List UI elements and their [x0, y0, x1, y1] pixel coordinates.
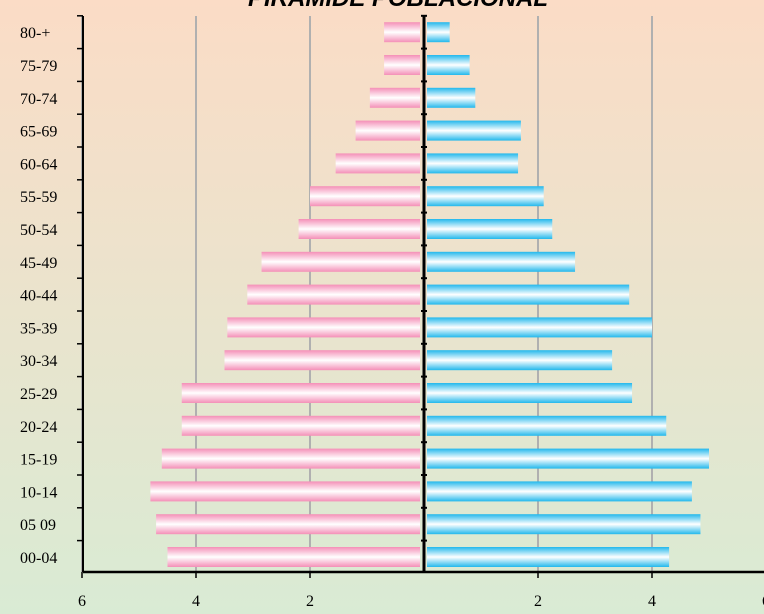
bar-left: [227, 317, 420, 338]
category-label: 15-19: [20, 452, 57, 469]
bar-right: [427, 87, 476, 108]
bar-right: [427, 383, 633, 403]
category-label: 55-59: [20, 189, 57, 206]
category-label: 80-+: [20, 25, 50, 42]
bar-right: [427, 153, 519, 174]
category-label: 20-24: [20, 419, 57, 436]
bar-right: [427, 448, 709, 469]
bar-right: [427, 350, 613, 371]
bar-right: [427, 284, 630, 305]
x-tick-label: 4: [648, 593, 656, 610]
x-tick-label: 6: [78, 593, 86, 610]
bars: [150, 22, 709, 567]
x-tick-label: 2: [306, 593, 314, 610]
category-label: 35-39: [20, 320, 57, 337]
category-label: 10-14: [20, 484, 57, 501]
bar-left: [161, 448, 421, 469]
bar-left: [247, 284, 420, 305]
labels: 6 4 2 2 4 6 00-04 05 09 10-14 15-19 20-24 25-29 30-3…: [20, 25, 764, 610]
category-label: 30-34: [20, 353, 57, 370]
x-tick-label: 4: [192, 593, 200, 610]
bar-right: [427, 415, 667, 436]
bar-left: [261, 251, 420, 272]
bar-right: [427, 514, 701, 535]
chart-title: PIRAMIDE POBLACIONAL: [248, 0, 548, 12]
bar-left: [298, 219, 420, 239]
category-label: 40-44: [20, 288, 57, 305]
bar-left: [384, 22, 420, 43]
bar-left: [369, 87, 420, 108]
bar-right: [427, 120, 521, 141]
bar-left: [150, 481, 420, 502]
bar-right: [427, 219, 553, 239]
category-label: 75-79: [20, 58, 57, 75]
x-tick-label: 6: [762, 593, 764, 610]
axes: [77, 14, 764, 578]
bar-left: [181, 415, 420, 436]
category-label: 05 09: [20, 517, 56, 534]
x-tick-label: 2: [534, 593, 542, 610]
category-label: 50-54: [20, 222, 57, 239]
category-label: 45-49: [20, 255, 57, 272]
bar-left: [310, 186, 420, 207]
bar-right: [427, 251, 576, 272]
category-label: 60-64: [20, 156, 57, 173]
category-label: 65-69: [20, 124, 57, 141]
bar-right: [427, 547, 670, 567]
category-label: 70-74: [20, 91, 57, 108]
bar-right: [427, 481, 692, 502]
bar-left: [384, 55, 420, 75]
bar-right: [427, 22, 450, 43]
bar-left: [156, 514, 420, 535]
bar-right: [427, 317, 652, 338]
bar-right: [427, 55, 470, 75]
bar-left: [224, 350, 420, 371]
bar-right: [427, 186, 544, 207]
category-label: 00-04: [20, 550, 57, 567]
bar-left: [335, 153, 420, 174]
category-label: 25-29: [20, 386, 57, 403]
bar-left: [181, 383, 420, 403]
bar-left: [355, 120, 420, 141]
bar-left: [167, 547, 420, 567]
